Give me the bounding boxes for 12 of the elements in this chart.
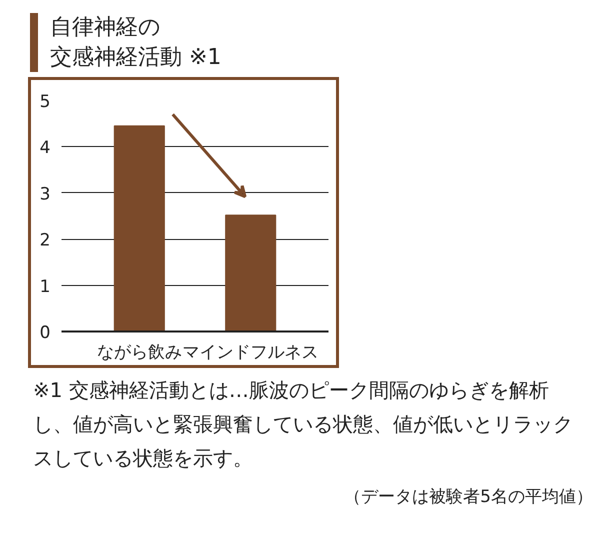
y-tick-label: 5 [40,92,51,112]
chart-title: 自律神経の [50,15,161,40]
text: （データは被験者5名の平均値） [344,486,593,510]
x-tick-label: ながら飲み [96,342,182,363]
y-tick-label: 2 [40,230,51,251]
y-tick-label: 1 [40,277,51,298]
chart-subtitle: 交感神経活動 ※1 [50,44,222,70]
y-tick-label: 3 [40,184,51,205]
y-tick-label: 4 [40,138,51,159]
x-tick-label: マインドフルネス [182,342,319,363]
text: ※1 交感神経活動とは…脈波のピーク間隔のゆらぎを解析し、値が高いと緊張興奮している状態、値が低いとリラックスしている状態を示す。 [33,377,573,472]
y-tick-label: 0 [40,323,51,344]
